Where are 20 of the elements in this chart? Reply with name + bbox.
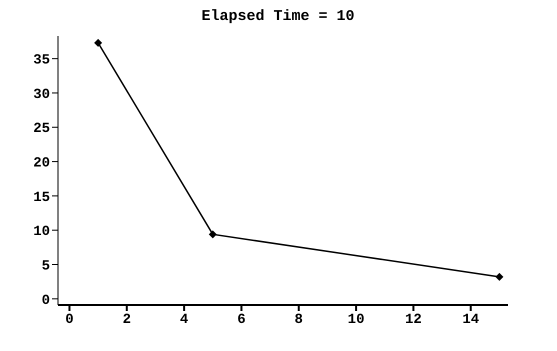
y-tick-label: 25 — [33, 121, 50, 138]
y-tick-label: 20 — [33, 156, 50, 172]
x-tick-label: 0 — [65, 312, 74, 328]
x-tick-label: 8 — [294, 312, 303, 328]
x-tick-label: 4 — [180, 312, 188, 328]
y-tick-label: 35 — [33, 52, 50, 69]
point — [495, 272, 504, 281]
chart-title: Elapsed Time = 10 — [200, 8, 356, 27]
y-tick-label: 30 — [33, 86, 50, 103]
point — [94, 38, 102, 47]
x-tick-label: 2 — [122, 312, 131, 328]
y-tick-label: 10 — [33, 224, 50, 240]
point — [208, 230, 217, 238]
x-tick-label: 14 — [462, 312, 480, 328]
y-tick-label: 0 — [42, 292, 50, 309]
x-tick-label: 10 — [348, 312, 364, 328]
x-tick-label: 6 — [237, 312, 246, 328]
x-tick-label: 12 — [405, 312, 422, 328]
y-tick-label: 5 — [42, 258, 50, 274]
y-tick-label: 15 — [33, 190, 50, 206]
